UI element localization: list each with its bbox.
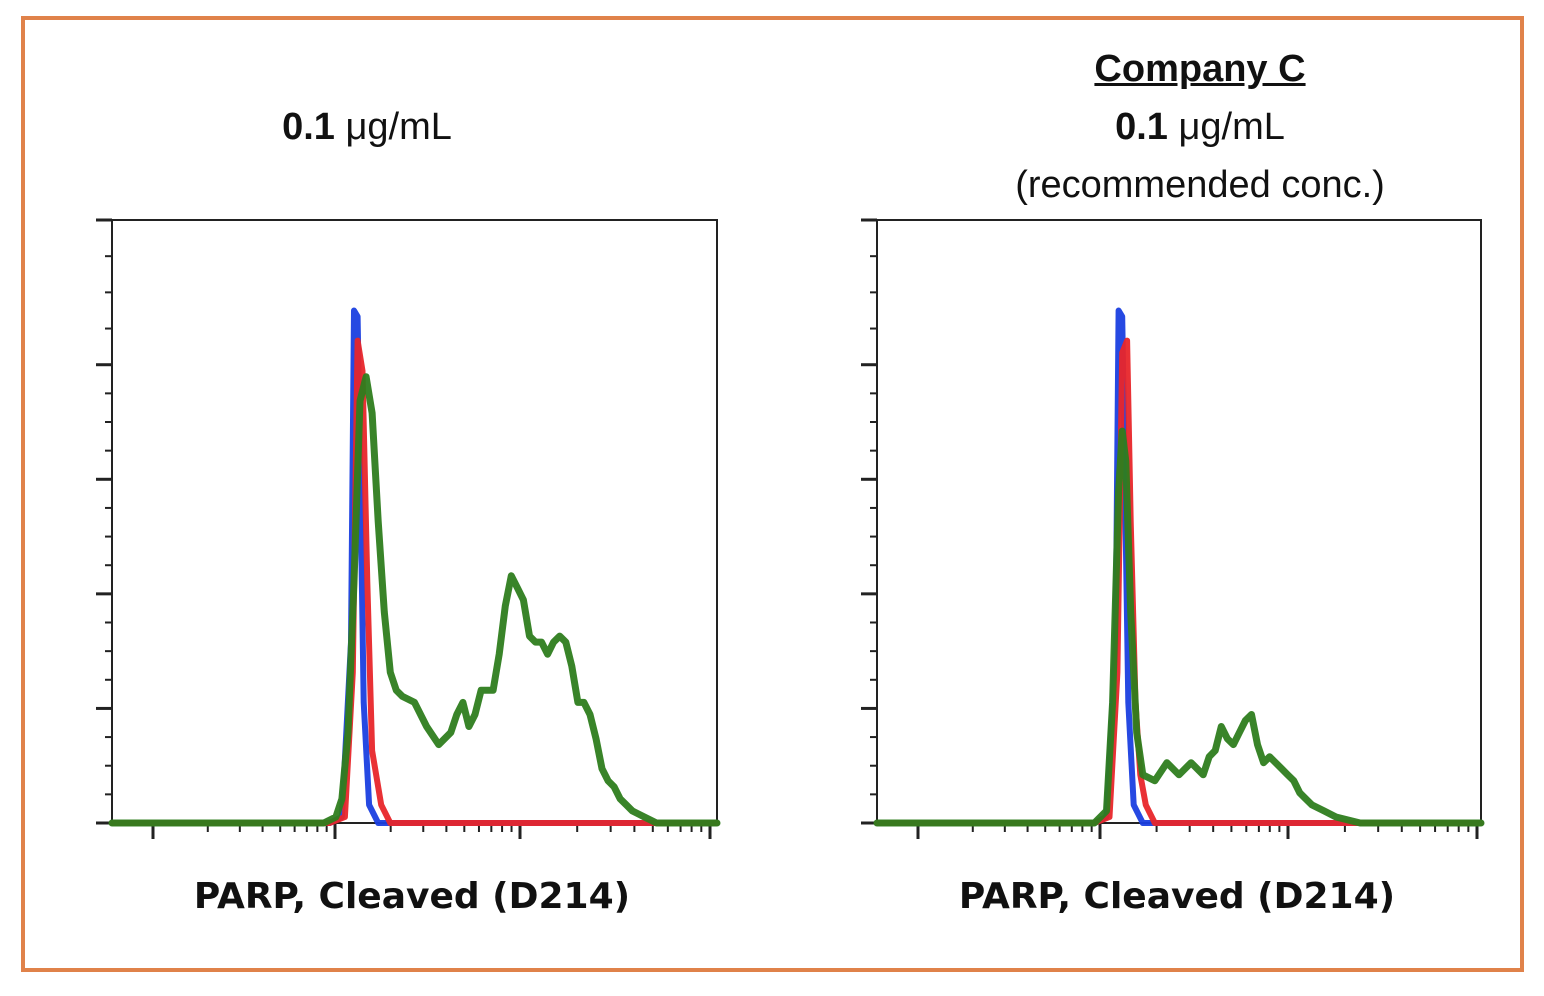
panel-2-concentration: 0.1 μg/mL [1115, 106, 1285, 148]
panel-2-x-axis-label: PARP, Cleaved (D214) [958, 876, 1396, 917]
panel-1-series-3-line [108, 373, 721, 827]
panel-2-series-1-line [874, 307, 1484, 826]
figure-frame [21, 16, 1524, 972]
panel-2-note: (recommended conc.) [1015, 164, 1385, 206]
panel-2-company: Company C [1094, 48, 1306, 90]
panel-1-x-axis-label: PARP, Cleaved (D214) [193, 876, 631, 917]
panel-1-concentration: 0.1 μg/mL [282, 106, 452, 148]
panel-1-series-2-line [109, 337, 720, 826]
panel-2-plot-area [876, 219, 1482, 824]
panel-2-title: Company C 0.1 μg/mL (recommended conc.) [950, 40, 1450, 214]
panel-1-series-1-line [109, 307, 720, 826]
panel-1-title: 0.1 μg/mL [117, 98, 617, 156]
panel-1-plot-area [111, 219, 718, 824]
panel-2-series-2-line [874, 337, 1484, 826]
panel-2-series-3-line [873, 427, 1485, 827]
